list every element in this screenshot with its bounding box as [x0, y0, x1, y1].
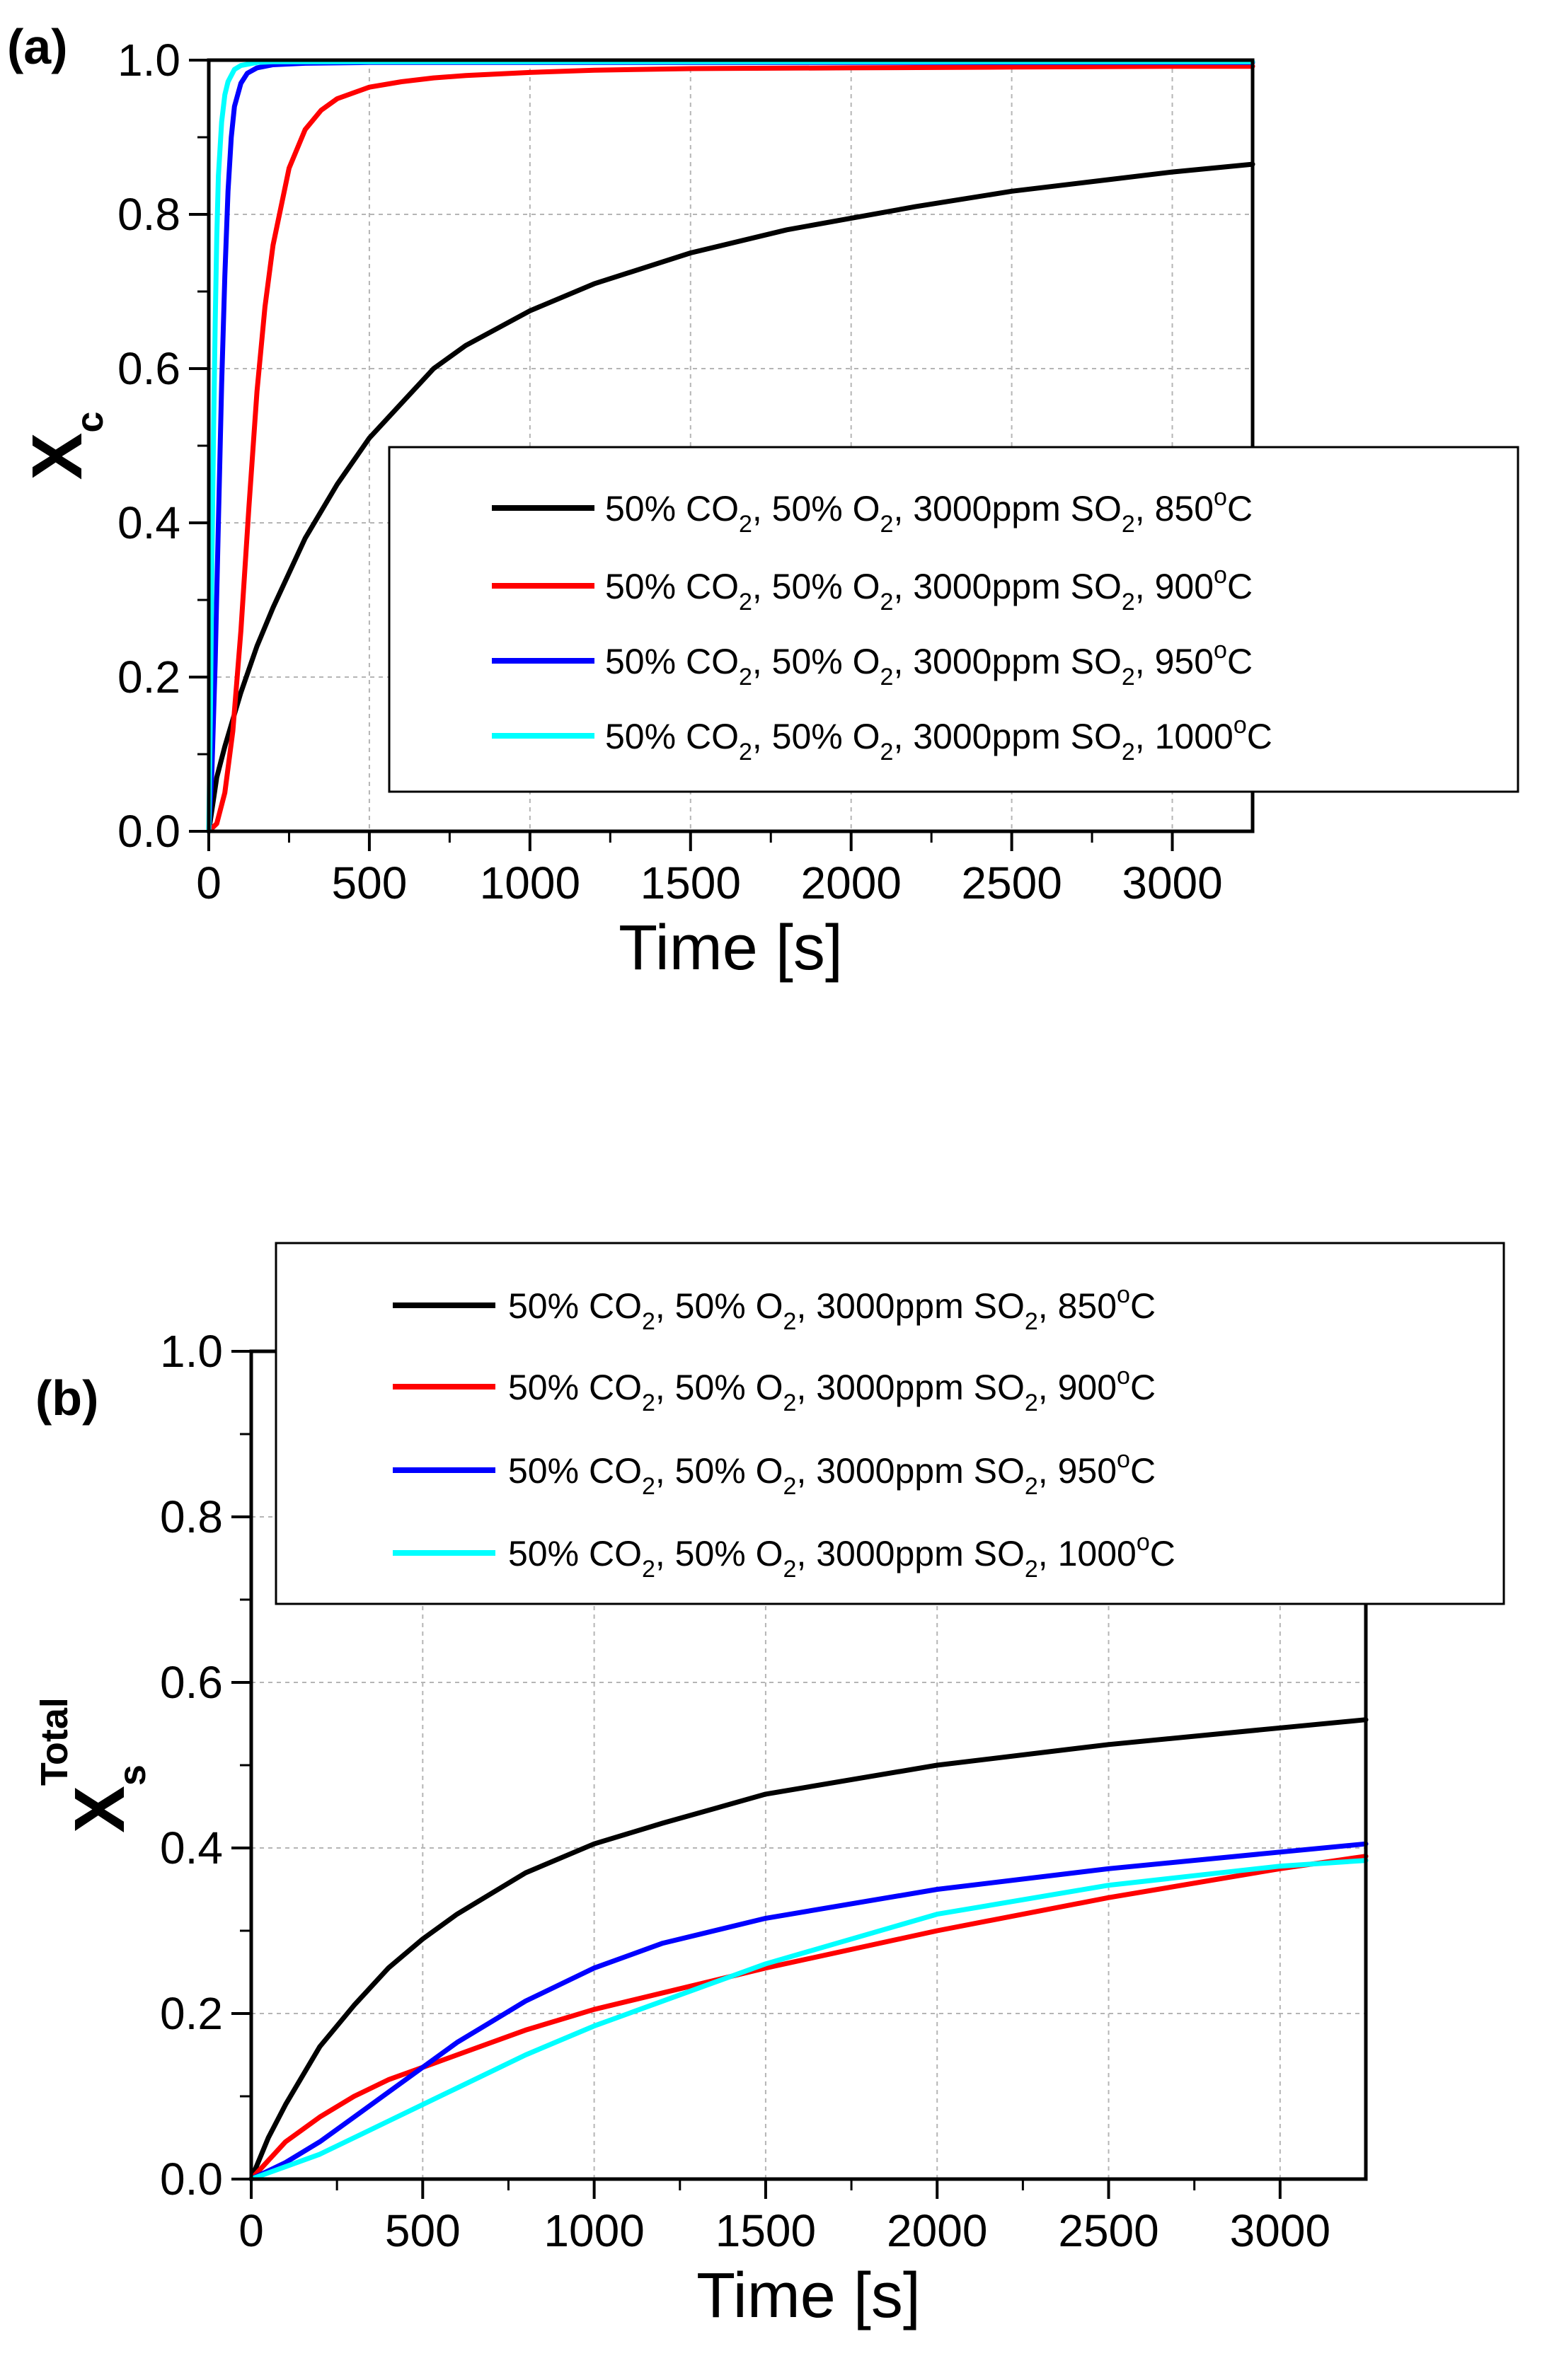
- y-tick-label: 0.6: [117, 343, 180, 394]
- x-tick-label: 0: [196, 857, 222, 908]
- panel-a-chart: 0 500 1000 1500 2000 2500 3000 0.0 0.2 0.4 0.6 0.8 1…: [7, 19, 1519, 983]
- x-tick-label: 1500: [715, 2205, 816, 2256]
- legend: 50% CO2, 50% O2, 3000ppm SO2, 850oC 50% C…: [275, 1242, 1505, 1605]
- y-tick-label: 1.0: [160, 1326, 223, 1377]
- x-tick-label: 2000: [801, 857, 902, 908]
- y-tick-label: 0.2: [160, 1988, 223, 2039]
- panel-label: (a): [7, 19, 68, 74]
- x-axis-label: Time [s]: [696, 2260, 921, 2331]
- y-tick-label: 0.8: [160, 1491, 223, 1542]
- series-line-b-1: [248, 1717, 1369, 2182]
- y-tick-label: 0.8: [117, 189, 180, 240]
- series-line-b-3: [248, 1841, 1369, 2182]
- legend-entry: 50% CO2, 50% O2, 3000ppm SO2, 1000oC: [605, 712, 1272, 766]
- x-tick-label: 3000: [1122, 857, 1222, 908]
- y-tick-label: 0.2: [117, 652, 180, 703]
- y-tick-label: 0.0: [160, 2154, 223, 2205]
- panel-label: (b): [35, 1370, 98, 1426]
- y-tick-label: 0.4: [160, 1822, 223, 1873]
- panel-b-chart: 0 500 1000 1500 2000 2500 3000 0.0 0.2 0.4 0.6 0.8 1…: [33, 1242, 1505, 2331]
- x-tick-label: 3000: [1230, 2205, 1330, 2256]
- x-tick-label: 1000: [480, 857, 580, 908]
- legend-entry: 50% CO2, 50% O2, 3000ppm SO2, 1000oC: [508, 1529, 1175, 1583]
- series-line-a-2: [206, 64, 1255, 834]
- x-tick-label: 0: [238, 2205, 264, 2256]
- legend: 50% CO2, 50% O2, 3000ppm SO2, 850oC 50% C…: [388, 446, 1519, 793]
- y-tick-label: 0.6: [160, 1657, 223, 1708]
- series-line-b-2: [248, 1854, 1369, 2182]
- x-tick-label: 500: [385, 2205, 461, 2256]
- legend-entry: 50% CO2, 50% O2, 3000ppm SO2, 950oC: [508, 1446, 1156, 1500]
- legend-entry: 50% CO2, 50% O2, 3000ppm SO2, 900oC: [605, 562, 1253, 616]
- x-tick-label: 1000: [544, 2205, 644, 2256]
- x-tick-label: 2500: [961, 857, 1062, 908]
- y-axis-label: Xc: [18, 412, 111, 480]
- legend-entry: 50% CO2, 50% O2, 3000ppm SO2, 850oC: [605, 484, 1253, 538]
- legend-entry: 50% CO2, 50% O2, 3000ppm SO2, 900oC: [508, 1363, 1156, 1416]
- y-tick-label: 0.0: [117, 806, 180, 857]
- y-axis-label: XsTotal: [33, 1697, 154, 1833]
- legend-entry: 50% CO2, 50% O2, 3000ppm SO2, 950oC: [605, 637, 1253, 691]
- series-line-b-4: [248, 1858, 1369, 2182]
- x-axis-label: Time [s]: [619, 913, 843, 983]
- x-tick-label: 2500: [1058, 2205, 1158, 2256]
- x-tick-label: 1500: [640, 857, 741, 908]
- series-line-a-1: [206, 161, 1255, 834]
- legend-entry: 50% CO2, 50% O2, 3000ppm SO2, 850oC: [508, 1281, 1156, 1335]
- x-tick-label: 500: [332, 857, 408, 908]
- y-tick-label: 0.4: [117, 497, 180, 548]
- y-tick-label: 1.0: [117, 35, 180, 86]
- x-tick-label: 2000: [887, 2205, 987, 2256]
